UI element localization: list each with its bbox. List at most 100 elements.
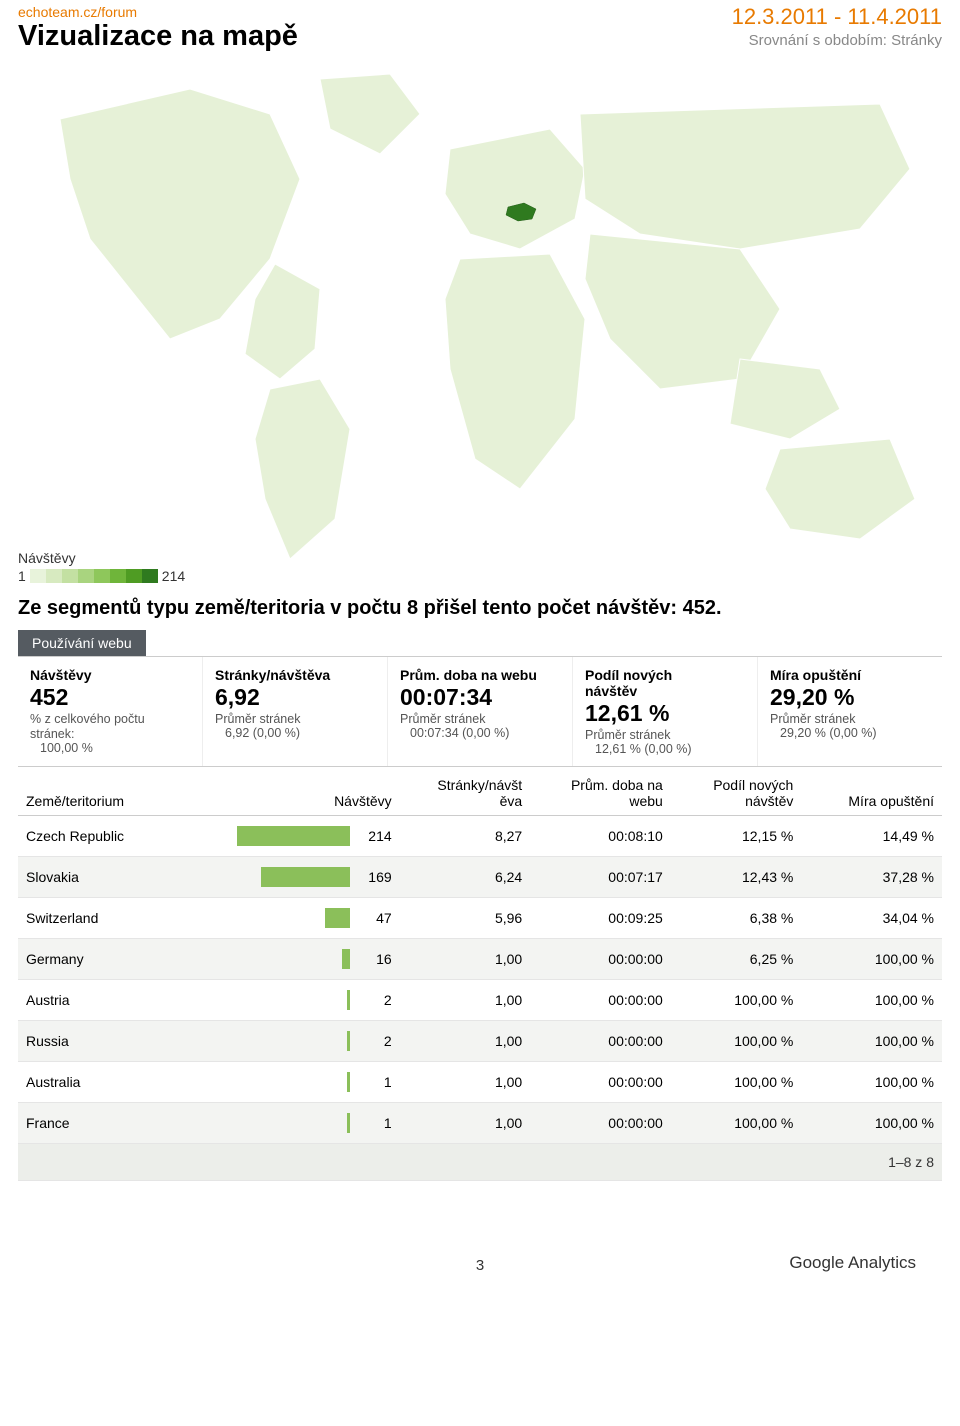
- cell-country: Slovakia: [18, 857, 229, 898]
- page-title: Vizualizace na mapě: [18, 20, 298, 53]
- cell-pages: 1,00: [400, 980, 531, 1021]
- compare-label: Srovnání s obdobím: Stránky: [732, 32, 942, 49]
- cell-pages: 5,96: [400, 898, 531, 939]
- metric-block: Podíl novýchnávštěv12,61 %Průměr stránek…: [573, 657, 758, 766]
- metric-block: Míra opuštění29,20 %Průměr stránek29,20 …: [758, 657, 942, 766]
- cell-time: 00:00:00: [530, 939, 671, 980]
- cell-new: 100,00 %: [671, 1062, 802, 1103]
- col-avg-time: Prům. doba na webu: [530, 771, 671, 816]
- cell-visits: 214: [229, 816, 400, 857]
- cell-time: 00:00:00: [530, 1021, 671, 1062]
- cell-new: 6,25 %: [671, 939, 802, 980]
- cell-pages: 8,27: [400, 816, 531, 857]
- cell-pages: 1,00: [400, 1021, 531, 1062]
- cell-new: 12,15 %: [671, 816, 802, 857]
- col-visits: Návštěvy: [229, 771, 400, 816]
- site-path: echoteam.cz/forum: [18, 4, 298, 20]
- metric-value: 12,61 %: [585, 700, 747, 727]
- table-row: Austria21,0000:00:00100,00 %100,00 %: [18, 980, 942, 1021]
- cell-new: 6,38 %: [671, 898, 802, 939]
- legend-max: 214: [162, 568, 185, 584]
- cell-visits: 16: [229, 939, 400, 980]
- table-row: Slovakia1696,2400:07:1712,43 %37,28 %: [18, 857, 942, 898]
- metric-block: Stránky/návštěva6,92Průměr stránek6,92 (…: [203, 657, 388, 766]
- col-new-visits: Podíl nových návštěv: [671, 771, 802, 816]
- col-pages-per-visit: Stránky/návšt ěva: [400, 771, 531, 816]
- cell-bounce: 100,00 %: [801, 939, 942, 980]
- cell-country: Australia: [18, 1062, 229, 1103]
- cell-time: 00:00:00: [530, 1103, 671, 1144]
- cell-pages: 1,00: [400, 1103, 531, 1144]
- cell-new: 12,43 %: [671, 857, 802, 898]
- metric-block: Návštěvy452% z celkového počtustránek:10…: [18, 657, 203, 766]
- metric-sub: Průměr stránek: [770, 712, 932, 726]
- legend-title: Návštěvy: [18, 550, 185, 566]
- table-row: France11,0000:00:00100,00 %100,00 %: [18, 1103, 942, 1144]
- cell-bounce: 37,28 %: [801, 857, 942, 898]
- cell-country: Switzerland: [18, 898, 229, 939]
- table-pager: 1–8 z 8: [18, 1144, 942, 1181]
- cell-country: Russia: [18, 1021, 229, 1062]
- cell-country: France: [18, 1103, 229, 1144]
- cell-country: Czech Republic: [18, 816, 229, 857]
- table-row: Switzerland475,9600:09:256,38 %34,04 %: [18, 898, 942, 939]
- footer-brand: Google Analytics: [789, 1253, 916, 1273]
- metric-sub: Průměr stránek: [400, 712, 562, 726]
- col-bounce: Míra opuštění: [801, 771, 942, 816]
- cell-visits: 47: [229, 898, 400, 939]
- cell-bounce: 100,00 %: [801, 1103, 942, 1144]
- cell-pages: 6,24: [400, 857, 531, 898]
- cell-country: Austria: [18, 980, 229, 1021]
- metric-title: Prům. doba na webu: [400, 667, 562, 683]
- cell-visits: 169: [229, 857, 400, 898]
- metric-value: 452: [30, 684, 192, 711]
- table-row: Germany161,0000:00:006,25 %100,00 %: [18, 939, 942, 980]
- metric-value: 29,20 %: [770, 684, 932, 711]
- metric-value: 00:07:34: [400, 684, 562, 711]
- cell-bounce: 100,00 %: [801, 1062, 942, 1103]
- cell-new: 100,00 %: [671, 980, 802, 1021]
- world-map-svg: [18, 59, 942, 589]
- country-table: Země/teritorium Návštěvy Stránky/návšt ě…: [18, 771, 942, 1181]
- metric-sub: Průměr stránek: [585, 728, 747, 742]
- legend-min: 1: [18, 568, 26, 584]
- cell-visits: 2: [229, 980, 400, 1021]
- table-row: Czech Republic2148,2700:08:1012,15 %14,4…: [18, 816, 942, 857]
- metric-sub: Průměr stránek: [215, 712, 377, 726]
- world-map: Návštěvy 1 214: [18, 59, 942, 589]
- cell-time: 00:00:00: [530, 1062, 671, 1103]
- cell-bounce: 34,04 %: [801, 898, 942, 939]
- cell-country: Germany: [18, 939, 229, 980]
- metric-title: Míra opuštění: [770, 667, 932, 683]
- cell-new: 100,00 %: [671, 1103, 802, 1144]
- date-range: 12.3.2011 - 11.4.2011: [732, 4, 942, 30]
- metric-title: Návštěvy: [30, 667, 192, 683]
- metric-block: Prům. doba na webu00:07:34Průměr stránek…: [388, 657, 573, 766]
- cell-visits: 1: [229, 1103, 400, 1144]
- cell-time: 00:07:17: [530, 857, 671, 898]
- table-row: Australia11,0000:00:00100,00 %100,00 %: [18, 1062, 942, 1103]
- metric-sub: % z celkového počtu: [30, 712, 192, 726]
- metric-value: 6,92: [215, 684, 377, 711]
- cell-time: 00:00:00: [530, 980, 671, 1021]
- map-legend: Návštěvy 1 214: [18, 547, 191, 587]
- legend-gradient: [30, 569, 158, 583]
- cell-bounce: 100,00 %: [801, 1021, 942, 1062]
- table-row: Russia21,0000:00:00100,00 %100,00 %: [18, 1021, 942, 1062]
- tab-site-usage[interactable]: Používání webu: [18, 630, 146, 656]
- metric-title: Podíl novýchnávštěv: [585, 667, 747, 699]
- cell-visits: 2: [229, 1021, 400, 1062]
- cell-bounce: 14,49 %: [801, 816, 942, 857]
- col-country: Země/teritorium: [18, 771, 229, 816]
- cell-bounce: 100,00 %: [801, 980, 942, 1021]
- cell-pages: 1,00: [400, 1062, 531, 1103]
- summary-line: Ze segmentů typu země/teritoria v počtu …: [18, 597, 942, 620]
- report-header: echoteam.cz/forum Vizualizace na mapě 12…: [18, 4, 942, 53]
- metric-title: Stránky/návštěva: [215, 667, 377, 683]
- cell-new: 100,00 %: [671, 1021, 802, 1062]
- cell-visits: 1: [229, 1062, 400, 1103]
- cell-time: 00:08:10: [530, 816, 671, 857]
- cell-time: 00:09:25: [530, 898, 671, 939]
- cell-pages: 1,00: [400, 939, 531, 980]
- metrics-row: Návštěvy452% z celkového počtustránek:10…: [18, 656, 942, 767]
